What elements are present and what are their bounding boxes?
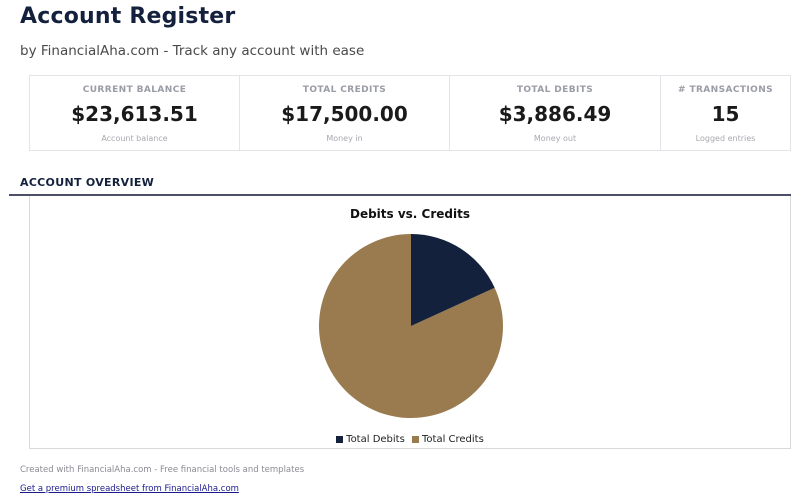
section-title: ACCOUNT OVERVIEW xyxy=(20,176,155,189)
footer-credit: Created with FinancialAha.com - Free fin… xyxy=(20,465,305,475)
stat-value: $17,500.00 xyxy=(281,102,408,126)
stats-row: CURRENT BALANCE $23,613.51 Account balan… xyxy=(29,75,791,151)
stat-label: TOTAL CREDITS xyxy=(302,85,387,95)
pie-slice-total-debits[interactable] xyxy=(411,234,495,326)
page-title: Account Register xyxy=(20,4,236,29)
stat-transactions: # TRANSACTIONS 15 Logged entries xyxy=(661,76,790,150)
legend-item-credits[interactable]: Total Credits xyxy=(412,434,484,445)
legend-label: Total Credits xyxy=(422,434,484,445)
page-subtitle: by FinancialAha.com - Track any account … xyxy=(20,43,365,59)
legend-item-debits[interactable]: Total Debits xyxy=(336,434,405,445)
stat-total-credits: TOTAL CREDITS $17,500.00 Money in xyxy=(240,76,450,150)
premium-spreadsheet-link[interactable]: Get a premium spreadsheet from Financial… xyxy=(20,484,239,494)
chart-legend: Total Debits Total Credits xyxy=(30,434,790,446)
stat-caption: Logged entries xyxy=(695,134,756,143)
stat-caption: Money in xyxy=(326,134,363,143)
stat-caption: Money out xyxy=(533,134,577,143)
stat-caption: Account balance xyxy=(101,134,168,143)
chart-container: Debits vs. Credits Total Debits Total Cr… xyxy=(29,196,791,449)
section-divider xyxy=(9,194,791,196)
pie-chart xyxy=(319,234,503,418)
stat-value: $23,613.51 xyxy=(71,102,198,126)
stat-label: TOTAL DEBITS xyxy=(516,85,594,95)
stat-value: $3,886.49 xyxy=(498,102,612,126)
legend-swatch-icon xyxy=(412,436,419,443)
stat-label: CURRENT BALANCE xyxy=(82,85,187,95)
legend-label: Total Debits xyxy=(346,434,405,445)
stat-label: # TRANSACTIONS xyxy=(677,85,774,95)
stat-total-debits: TOTAL DEBITS $3,886.49 Money out xyxy=(450,76,661,150)
stat-current-balance: CURRENT BALANCE $23,613.51 Account balan… xyxy=(30,76,240,150)
stat-value: 15 xyxy=(711,102,740,126)
legend-swatch-icon xyxy=(336,436,344,443)
chart-title: Debits vs. Credits xyxy=(349,207,470,221)
